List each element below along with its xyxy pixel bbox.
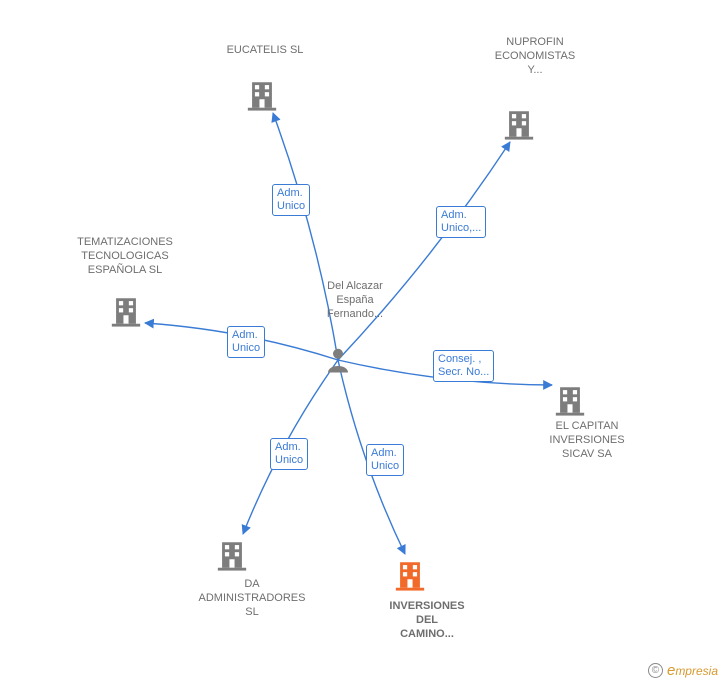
copyright-icon: ©: [648, 663, 663, 678]
diagram-stage: ©empresia Del Alcazar España Fernando...…: [0, 0, 728, 685]
building-icon: [553, 383, 587, 422]
building-icon: [109, 294, 143, 333]
building-icon: [245, 78, 279, 117]
edge: [145, 323, 338, 360]
edge-layer: [0, 0, 728, 685]
footer: © empresia: [648, 662, 718, 679]
building-icon: [215, 538, 249, 577]
footer-brand: empresia: [667, 664, 718, 678]
building-icon: [502, 107, 536, 146]
edge: [338, 142, 510, 360]
edge: [338, 360, 552, 385]
edge: [243, 360, 338, 534]
edge: [338, 360, 405, 554]
building-icon: [393, 558, 427, 597]
person-icon: [323, 345, 353, 380]
edge: [273, 113, 338, 360]
